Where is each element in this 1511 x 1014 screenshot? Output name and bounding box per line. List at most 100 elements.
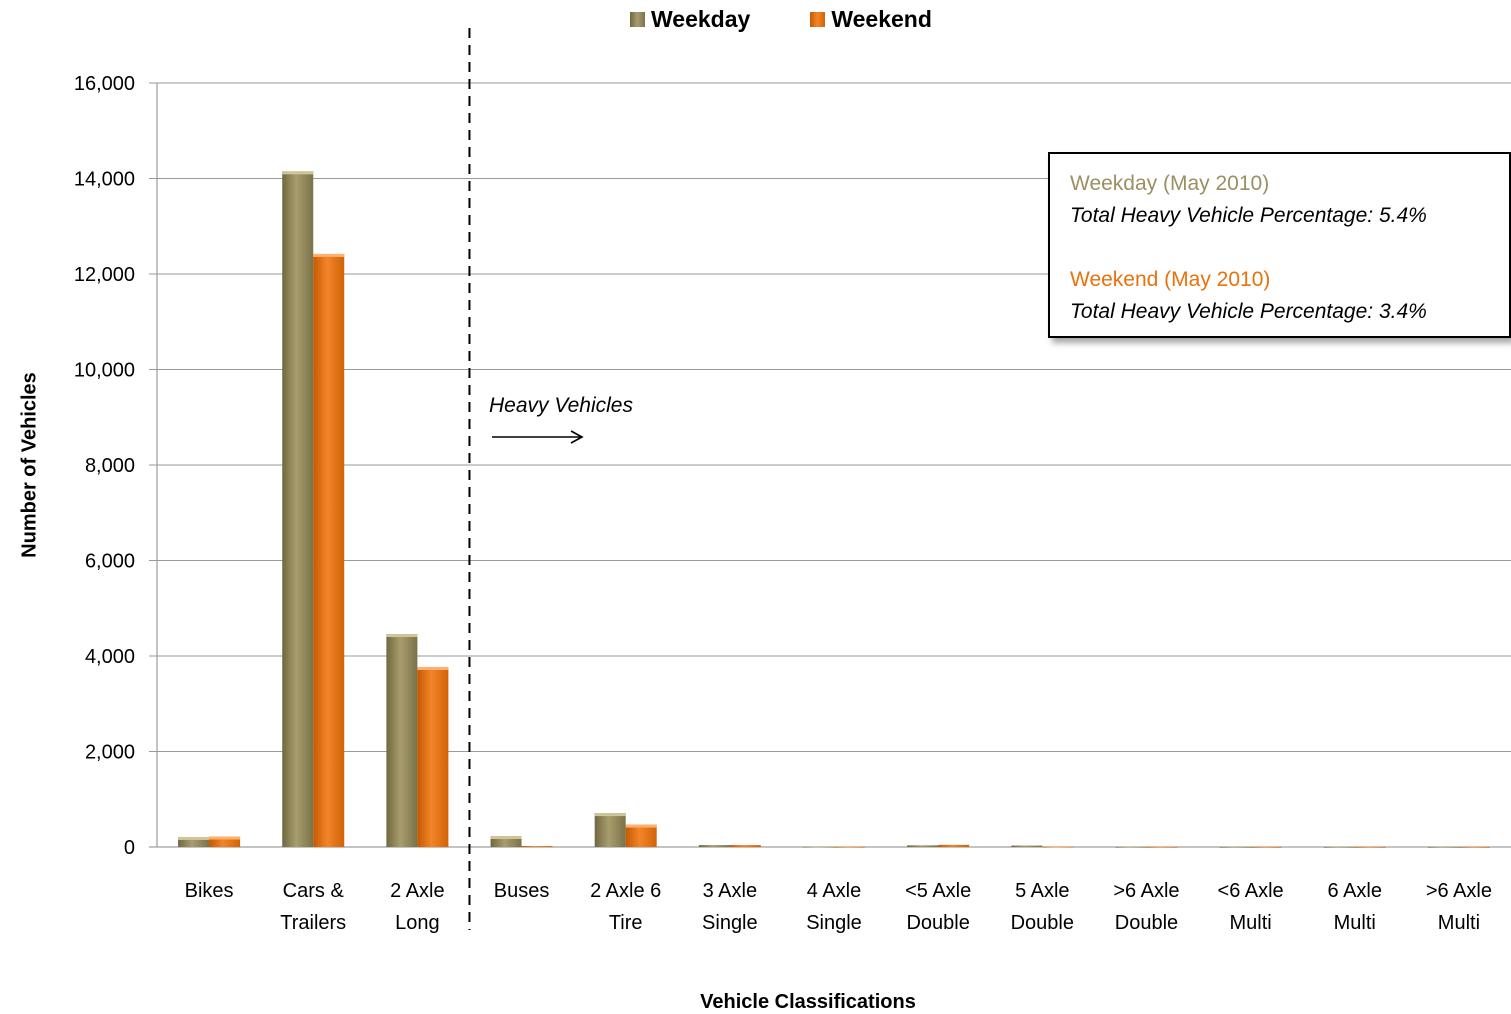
y-tick-label: 6,000 [85, 551, 135, 573]
bar-top-weekend-4 [625, 824, 657, 828]
x-axis-ticks: Bikes Cars & Trailers 2 Axle Long Buses 2 Axle… [185, 880, 1492, 934]
y-tick-label: 4,000 [85, 646, 135, 668]
bar-weekend-1 [313, 253, 345, 847]
x-tick-label-line: Multi [1334, 912, 1376, 934]
x-tick-label-6: 4 Axle Single [806, 880, 862, 934]
x-tick-label-line: Cars & [283, 880, 345, 902]
bar-top-weekend-0 [209, 836, 241, 840]
bar-weekday-0 [178, 836, 210, 847]
y-tick-label: 0 [124, 837, 135, 859]
x-tick-label-line: Single [806, 912, 862, 934]
bar-weekend-8 [1042, 846, 1074, 848]
y-tick-label: 14,000 [74, 169, 135, 191]
x-tick-label-line: Double [906, 912, 969, 934]
x-tick-label-line: >6 Axle [1426, 880, 1492, 902]
bar-weekend-7 [938, 844, 970, 847]
x-tick-label-7: <5 Axle Double [905, 880, 971, 934]
x-tick-label-line: Multi [1229, 912, 1271, 934]
bar-weekday-8 [1011, 845, 1043, 847]
bar-weekend-0 [209, 836, 241, 847]
bar-weekday-3 [490, 836, 522, 847]
y-tick-label: 16,000 [74, 73, 135, 95]
x-tick-label-line: Bikes [185, 880, 234, 902]
bar-weekday-12 [1427, 846, 1459, 848]
y-tick-label: 8,000 [85, 455, 135, 477]
bar-weekend-12 [1458, 846, 1490, 848]
bar-weekend-2 [417, 666, 449, 847]
bar-weekend-5 [729, 845, 761, 847]
bar-top-weekday-4 [594, 813, 626, 817]
bar-top-weekday-1 [282, 171, 314, 175]
x-tick-label-line: Double [1011, 912, 1074, 934]
gridlines [149, 82, 1511, 848]
x-tick-label-line: 6 Axle [1328, 880, 1382, 902]
y-tick-label: 2,000 [85, 742, 135, 764]
bar-weekday-1 [282, 171, 314, 847]
y-axis-label: Number of Vehicles [18, 372, 41, 558]
x-tick-label-line: Tire [609, 912, 643, 934]
y-axis-ticks: 0 2,000 4,000 6,000 8,000 10,000 12,000 14,000 1… [74, 73, 135, 859]
bar-top-weekday-3 [490, 836, 522, 840]
x-tick-label-line: <5 Axle [905, 880, 971, 902]
bar-weekday-10 [1219, 846, 1251, 848]
x-tick-label-line: Single [702, 912, 758, 934]
x-tick-label-0: Bikes [185, 880, 234, 902]
bar-weekend-9 [1146, 846, 1178, 848]
legend-item-weekday: Weekday [630, 6, 750, 33]
x-tick-label-line: 2 Axle [390, 880, 444, 902]
legend-swatch-weekday [630, 12, 645, 27]
x-tick-label-5: 3 Axle Single [702, 880, 758, 934]
x-tick-label-9: >6 Axle Double [1113, 880, 1179, 934]
legend-label-weekend: Weekend [831, 6, 932, 32]
x-tick-label-8: 5 Axle Double [1011, 880, 1074, 934]
bar-top-weekday-2 [386, 634, 418, 638]
bar-weekday-11 [1323, 846, 1355, 848]
legend: Weekday Weekend [630, 6, 932, 33]
x-tick-label-2: 2 Axle Long [390, 880, 444, 934]
legend-item-weekend: Weekend [810, 6, 932, 33]
x-tick-label-4: 2 Axle 6 Tire [590, 880, 661, 934]
bar-weekday-9 [1115, 846, 1147, 848]
bar-top-weekday-0 [178, 836, 210, 840]
weekday-percentage: Total Heavy Vehicle Percentage: 5.4% [1070, 204, 1427, 227]
legend-swatch-weekend [810, 12, 826, 27]
x-tick-label-line: Multi [1438, 912, 1480, 934]
x-tick-label-line: >6 Axle [1113, 880, 1179, 902]
legend-label-weekday: Weekday [651, 6, 751, 32]
x-tick-label-line: 4 Axle [807, 880, 861, 902]
bar-weekend-10 [1250, 846, 1282, 848]
x-tick-label-3: Buses [494, 880, 550, 902]
x-tick-label-line: Long [395, 912, 440, 934]
bar-top-weekend-1 [313, 253, 345, 257]
weekend-title: Weekend (May 2010) [1070, 268, 1271, 291]
x-tick-label-line: Trailers [280, 912, 346, 934]
x-tick-label-line: 3 Axle [703, 880, 757, 902]
bar-top-weekend-2 [417, 666, 449, 670]
y-tick-label: 12,000 [74, 264, 135, 286]
heavy-vehicle-percentage-box: Weekday (May 2010) Total Heavy Vehicle P… [1048, 152, 1511, 338]
heavy-vehicles-label: Heavy Vehicles [489, 394, 633, 417]
x-tick-label-10: <6 Axle Multi [1218, 880, 1284, 934]
bar-weekend-3 [521, 846, 553, 847]
x-axis-label: Vehicle Classifications [700, 991, 916, 1013]
x-tick-label-line: Double [1115, 912, 1178, 934]
weekend-percentage: Total Heavy Vehicle Percentage: 3.4% [1070, 300, 1427, 323]
x-tick-label-line: <6 Axle [1218, 880, 1284, 902]
y-tick-label: 10,000 [74, 360, 135, 382]
bar-weekend-4 [625, 824, 657, 847]
bar-weekday-2 [386, 634, 418, 847]
x-tick-label-1: Cars & Trailers [280, 880, 346, 934]
bar-weekday-5 [698, 845, 730, 847]
bar-weekday-6 [803, 846, 834, 848]
bar-weekday-4 [594, 813, 626, 847]
bars [178, 171, 1490, 848]
bar-weekend-6 [834, 846, 865, 848]
x-tick-label-11: 6 Axle Multi [1328, 880, 1382, 934]
x-tick-label-line: 5 Axle [1015, 880, 1069, 902]
x-tick-label-12: >6 Axle Multi [1426, 880, 1492, 934]
weekday-title: Weekday (May 2010) [1070, 172, 1270, 195]
bar-weekend-11 [1354, 846, 1386, 848]
x-tick-label-line: Buses [494, 880, 550, 902]
bar-weekday-7 [907, 845, 939, 847]
